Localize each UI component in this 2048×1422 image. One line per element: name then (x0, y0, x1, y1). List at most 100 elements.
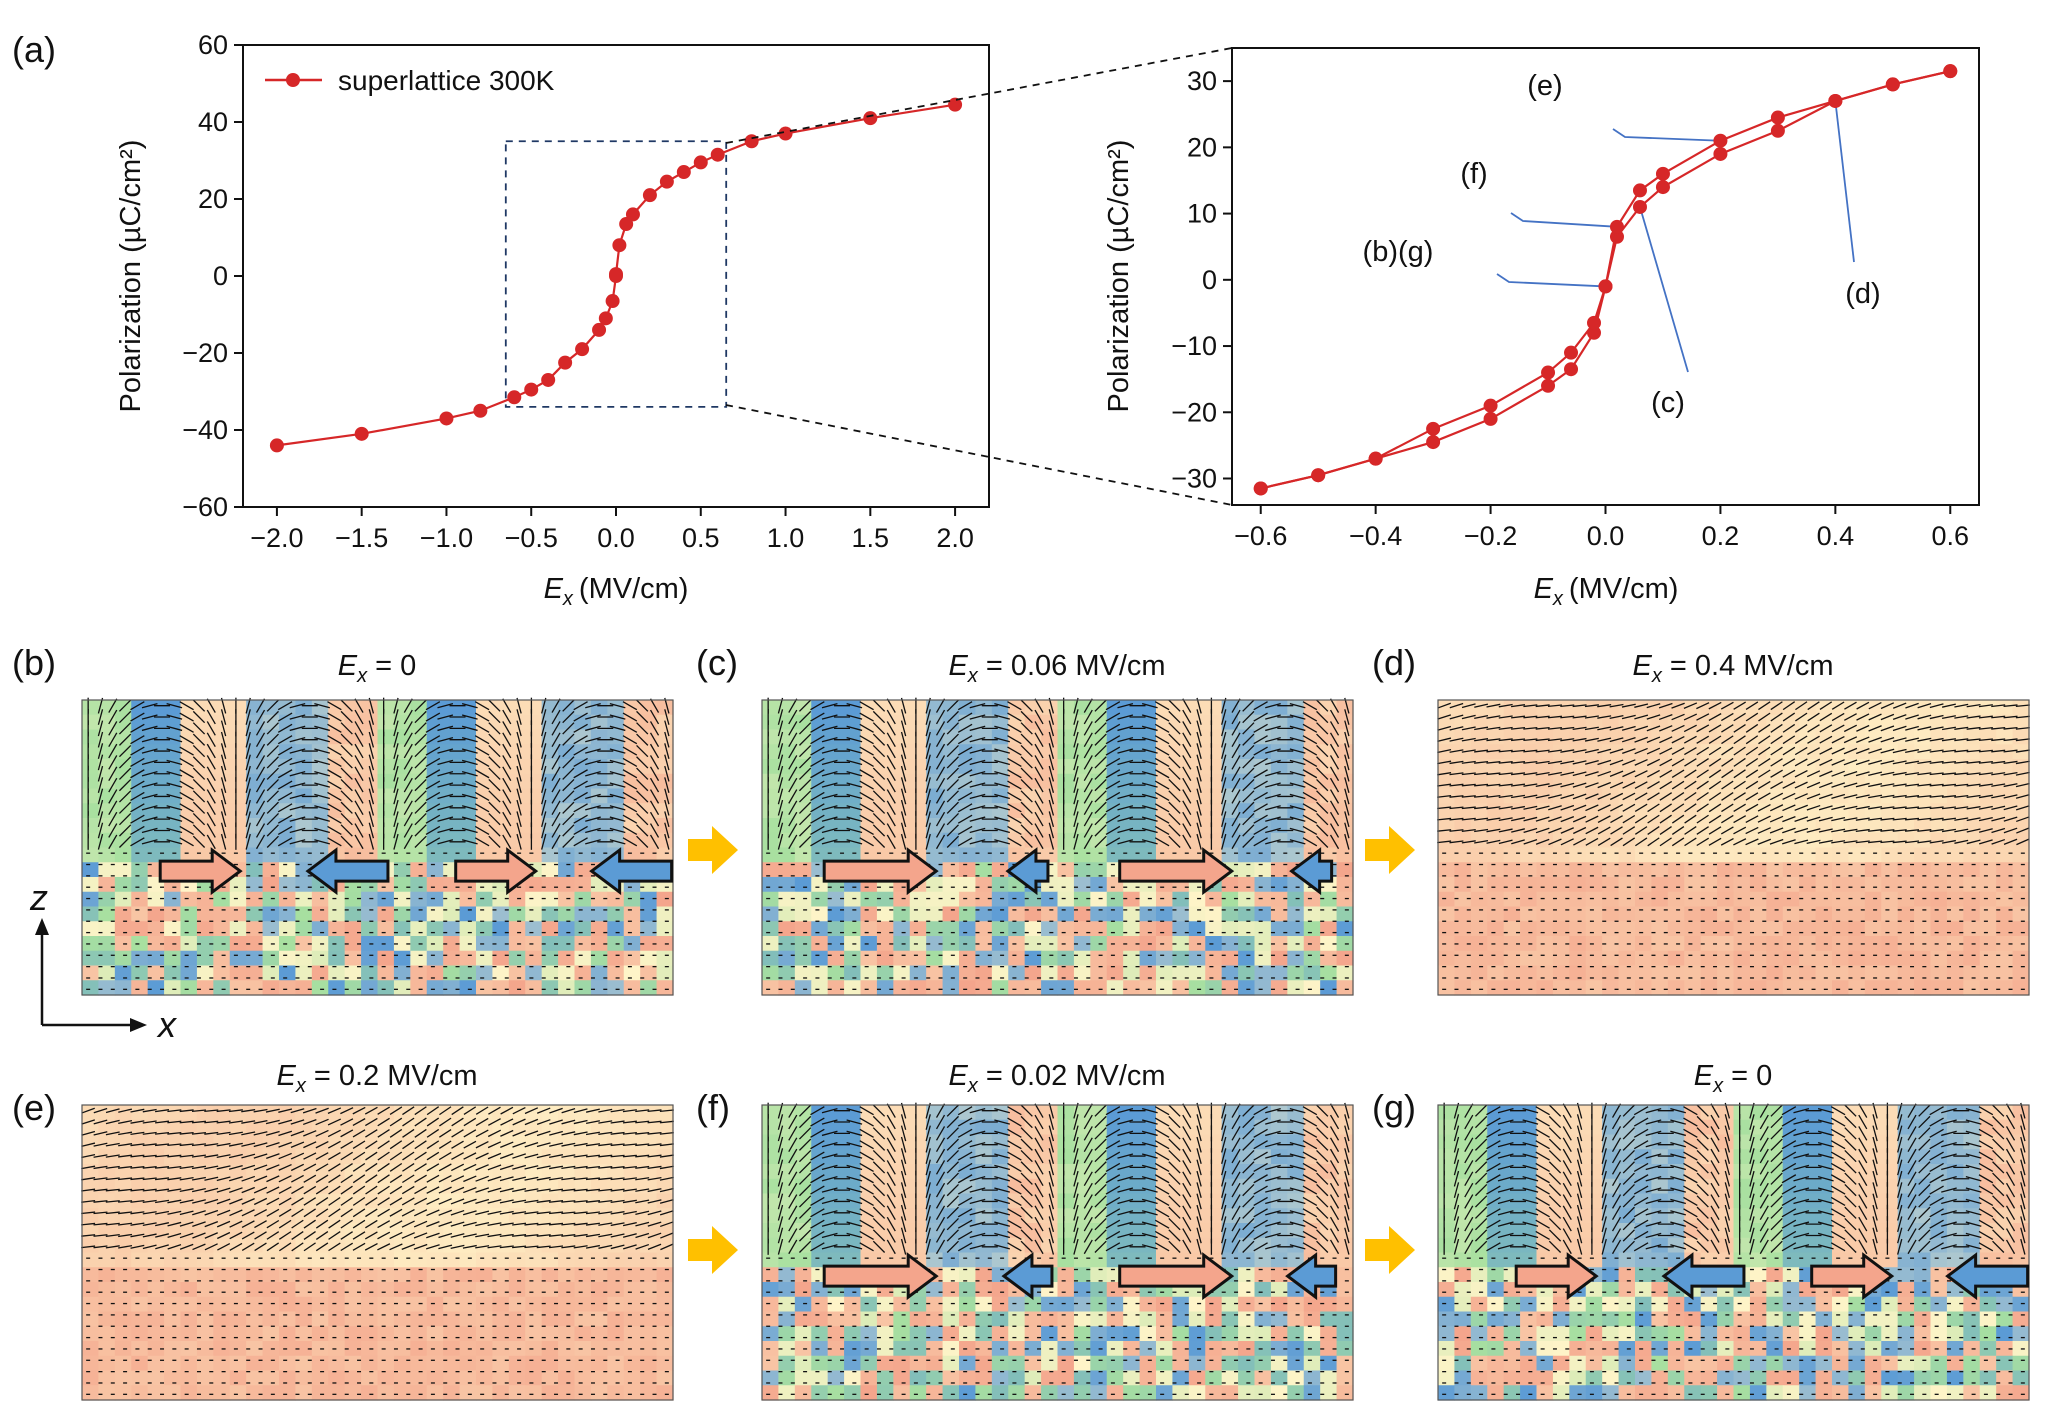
dipole-vector (1905, 714, 1919, 720)
dipole-vector (925, 788, 931, 805)
domain-cell (1585, 847, 1603, 863)
dipole-vector (636, 744, 649, 758)
domain-cell (909, 832, 927, 849)
domain-cell (328, 906, 346, 922)
dipole-vector (1048, 720, 1055, 737)
dipole-vector (994, 771, 1010, 777)
domain-cell (1454, 803, 1472, 819)
domain-cell (443, 744, 461, 760)
domain-cell (2012, 891, 2030, 908)
dipole-vector (541, 754, 547, 771)
domain-cell (926, 847, 944, 863)
annotation-label: (d) (1845, 278, 1880, 310)
domain-cell (1832, 832, 1850, 849)
domain-cell (476, 950, 494, 967)
dipole-vector (245, 788, 251, 805)
dipole-vector (1265, 816, 1281, 822)
domain-cell (114, 832, 132, 849)
domain-cell (1320, 847, 1338, 863)
domain-cell (213, 729, 231, 745)
domain-cell (1996, 906, 2014, 922)
domain-cell (1188, 729, 1206, 745)
dipole-vector (340, 756, 353, 769)
title-value: = 0.06 MV/cm (978, 650, 1166, 682)
domain-cell (1270, 965, 1288, 981)
dipole-vector (1265, 805, 1281, 811)
domain-cell (1106, 818, 1124, 834)
domain-cell (1667, 729, 1685, 745)
dipole-vector (1196, 731, 1202, 748)
domain-cell (114, 818, 132, 834)
domain-cell (1881, 700, 1899, 716)
dipole-vector (788, 766, 798, 782)
domain-cell (1782, 921, 1800, 937)
domain-cell (1221, 980, 1239, 996)
domain-cell (180, 714, 198, 731)
domain-cell (1520, 980, 1538, 996)
domain-cell (459, 803, 477, 819)
domain-cell (1930, 906, 1948, 922)
domain-cell (1090, 714, 1108, 731)
dipole-vector (1535, 727, 1550, 730)
domain-cell (762, 832, 780, 849)
domain-cell (1700, 832, 1718, 849)
domain-cell (1454, 906, 1472, 922)
dipole-vector (1117, 748, 1134, 754)
domain-cell (1188, 803, 1206, 819)
domain-cell (410, 729, 428, 745)
domain-cell (279, 818, 297, 834)
dipole-vector (1020, 790, 1033, 803)
dipole-vector (245, 811, 251, 828)
domain-cell (1979, 921, 1997, 937)
domain-cell (328, 921, 346, 937)
domain-cell (1336, 832, 1354, 849)
domain-cell (623, 788, 641, 804)
domain-cell (1454, 729, 1472, 745)
domain-cell (1848, 847, 1866, 863)
dipole-vector (192, 710, 206, 724)
dipole-vector (474, 701, 490, 711)
dipole-vector (1154, 735, 1170, 745)
dipole-vector (1782, 712, 1796, 722)
title-sub: x (967, 665, 979, 687)
domain-cell (1897, 803, 1915, 819)
domain-cell (1815, 891, 1833, 908)
dipole-vector (516, 799, 522, 816)
domain-cell (1503, 936, 1521, 952)
domain-cell (1635, 950, 1653, 967)
domain-cell (246, 936, 264, 952)
domain-cell (623, 921, 641, 937)
domain-cell (1585, 936, 1603, 952)
dipole-vector (1733, 701, 1746, 710)
domain-cell (1536, 891, 1554, 908)
domain-cell (1651, 965, 1669, 981)
dipole-vector (368, 765, 375, 782)
dipole-vector (1745, 723, 1759, 733)
domain-cell (459, 832, 477, 849)
domain-cell (1651, 877, 1669, 893)
domain-cell (574, 862, 592, 878)
domain-cell (991, 832, 1009, 849)
dipole-vector (1007, 723, 1022, 733)
dipole-vector (488, 744, 501, 758)
dipole-vector (314, 805, 330, 811)
domain-cell (1520, 921, 1538, 937)
domain-cell (229, 980, 247, 996)
domain-cell (909, 744, 927, 760)
dipole-vector (551, 800, 561, 816)
dipole-vector (664, 799, 670, 816)
dipole-vector (437, 748, 454, 754)
dipole-vector (108, 789, 118, 804)
dipole-vector (1819, 712, 1833, 722)
domain-cell (1287, 744, 1305, 760)
dipole-vector (314, 702, 330, 709)
domain-cell (1503, 700, 1521, 716)
domain-cell (1618, 965, 1636, 981)
domain-cell (1487, 877, 1505, 893)
dipole-vector (969, 702, 986, 709)
dipole-vector (437, 714, 454, 720)
domain-cell (1254, 803, 1272, 819)
domain-cell (443, 773, 461, 790)
dipole-vector (1584, 715, 1599, 719)
dipole-vector (1221, 799, 1227, 816)
